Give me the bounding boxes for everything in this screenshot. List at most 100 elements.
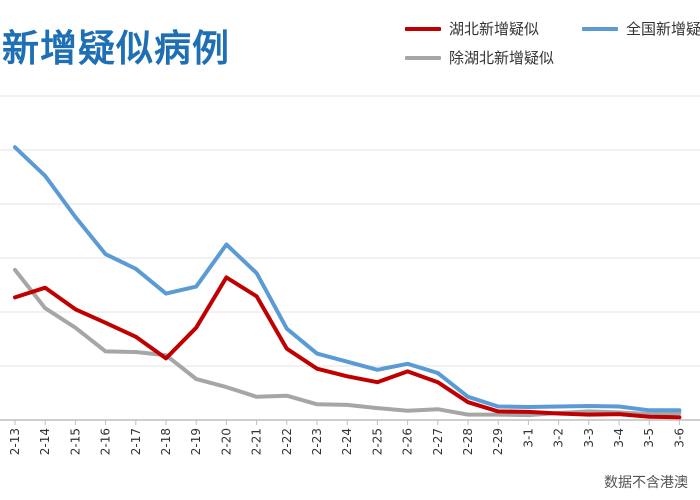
legend-swatch-hubei: [405, 26, 441, 31]
data-point: [346, 403, 349, 407]
x-tick-label: 2-28: [461, 428, 475, 455]
data-point: [376, 381, 379, 384]
data-point: [255, 295, 258, 298]
x-tick-label: 2-20: [219, 428, 233, 455]
data-point: [225, 243, 228, 246]
x-tick-label: 2-19: [189, 428, 203, 455]
data-point: [436, 371, 439, 375]
x-tick-label: 2-14: [38, 428, 52, 455]
data-point: [557, 405, 560, 408]
x-tick-label: 2-26: [401, 428, 415, 455]
data-point: [74, 215, 77, 219]
x-tick-label: 3-6: [672, 428, 686, 448]
data-point: [164, 292, 168, 295]
data-point: [587, 410, 590, 413]
data-point: [104, 350, 107, 353]
data-point: [436, 408, 439, 411]
data-point: [346, 375, 349, 378]
legend-label-national: 全国新增疑似: [626, 20, 700, 38]
data-point: [587, 404, 590, 408]
data-point: [617, 405, 621, 408]
data-point: [436, 381, 439, 384]
x-tick-label: 2-22: [280, 428, 294, 455]
data-point: [497, 413, 500, 416]
x-tick-label: 2-27: [431, 428, 445, 455]
x-tick-label: 2-15: [68, 428, 82, 455]
data-point: [406, 370, 409, 373]
data-point: [527, 413, 530, 417]
x-tick-label: 3-3: [582, 428, 596, 448]
x-tick-label: 3-4: [612, 428, 626, 448]
data-point: [497, 410, 500, 413]
legend-item-excl-hubei: 除湖北新增疑似: [405, 47, 554, 68]
x-tick-label: 2-13: [8, 428, 22, 455]
gridlines: [0, 95, 700, 421]
legend-item-hubei: 湖北新增疑似: [405, 18, 539, 39]
data-point: [557, 412, 560, 415]
data-footnote: 数据不含港澳: [604, 475, 688, 491]
x-tick-label: 2-16: [99, 428, 113, 455]
x-tick-label: 2-23: [310, 428, 324, 455]
data-point: [44, 174, 47, 178]
x-tick-label: 2-29: [491, 428, 505, 455]
data-point: [74, 326, 77, 329]
x-tick-label: 3-2: [552, 428, 566, 448]
legend-item-national: 全国新增疑似: [582, 18, 700, 39]
data-point: [104, 321, 107, 324]
data-point: [466, 395, 470, 398]
data-point: [648, 412, 651, 416]
data-point: [225, 276, 228, 279]
series-line-excl-hubei: [13, 267, 682, 418]
data-point: [285, 347, 288, 350]
data-point: [285, 327, 288, 330]
x-tick-label: 2-24: [340, 428, 354, 455]
data-point: [346, 360, 349, 363]
data-point: [376, 406, 379, 410]
data-point: [466, 413, 470, 416]
data-point: [164, 357, 168, 360]
legend-label-hubei: 湖北新增疑似: [449, 20, 540, 38]
data-point: [527, 405, 530, 409]
data-point: [104, 253, 107, 256]
x-axis-ticks: 2-13 2-14 2-15 2-16 2-17 2-18 2-19 2-20 2-21 2-22…: [8, 420, 686, 455]
data-point: [678, 409, 681, 412]
x-tick-label: 2-17: [129, 428, 143, 455]
data-point: [466, 401, 470, 404]
data-point: [13, 296, 17, 299]
x-tick-label: 2-18: [159, 428, 173, 455]
x-tick-label: 2-21: [250, 428, 264, 455]
data-point: [315, 367, 319, 370]
data-point: [678, 411, 681, 415]
data-point: [406, 409, 409, 412]
series-line-hubei: [13, 275, 682, 420]
data-point: [648, 415, 651, 418]
data-point: [497, 405, 500, 408]
data-point: [315, 352, 319, 355]
data-point: [134, 350, 137, 354]
data-point: [134, 335, 137, 338]
data-point: [225, 385, 228, 389]
series-line-national: [13, 145, 682, 413]
x-tick-label: 3-5: [642, 428, 656, 448]
data-point: [406, 362, 409, 365]
chart-title: 新增疑似病例: [2, 27, 230, 70]
data-point: [285, 394, 288, 397]
data-point: [617, 412, 621, 416]
data-point: [678, 416, 681, 419]
data-point: [44, 307, 47, 310]
data-point: [195, 285, 198, 288]
data-point: [255, 395, 258, 398]
data-point: [648, 409, 651, 412]
legend-swatch-excl-hubei: [405, 55, 441, 60]
data-point: [195, 377, 198, 381]
x-tick-label: 3-1: [521, 428, 535, 448]
data-point: [527, 410, 530, 414]
data-point: [134, 267, 137, 270]
x-tick-label: 2-25: [370, 428, 384, 455]
data-point: [13, 146, 17, 149]
legend-swatch-national: [582, 26, 618, 31]
data-point: [255, 271, 258, 275]
data-point: [13, 268, 17, 272]
